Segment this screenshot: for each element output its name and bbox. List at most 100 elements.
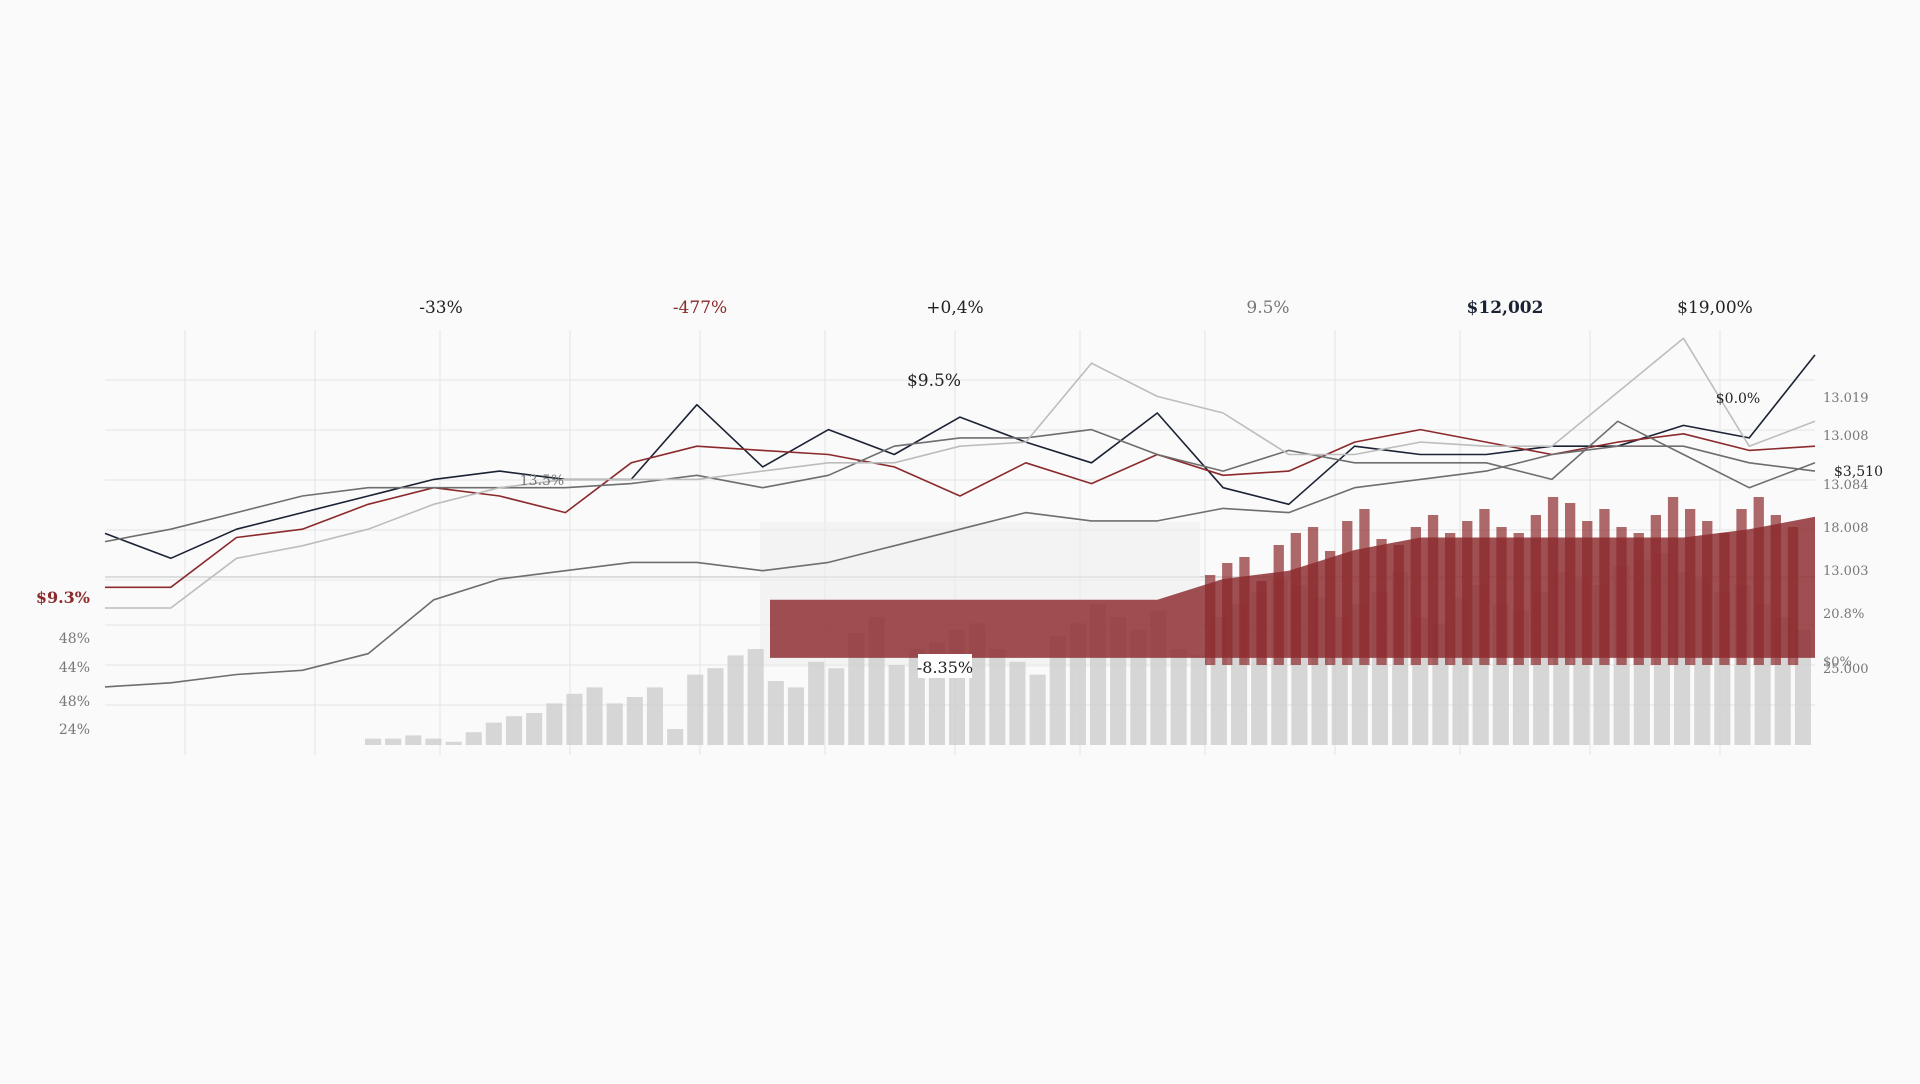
band-bar xyxy=(1736,509,1747,665)
histogram-bar xyxy=(1794,629,1811,745)
histogram-bar xyxy=(445,741,462,745)
text-layer: -33% -477% +0,4% 9.5% $12,002 $19,00% $9… xyxy=(36,298,1883,738)
band-bar xyxy=(1702,521,1713,665)
histogram-bar xyxy=(385,738,402,745)
annotation-label: -8.35% xyxy=(917,658,973,677)
y-tick-label-right: 20.8% xyxy=(1823,607,1864,622)
histogram-bar xyxy=(989,649,1006,745)
band-bar xyxy=(1273,545,1284,665)
band-bar xyxy=(1290,533,1301,665)
histogram-bar xyxy=(526,713,543,745)
histogram-bar xyxy=(667,729,684,745)
y-tick-label-left: 48% xyxy=(59,694,90,710)
band-bar xyxy=(1513,533,1524,665)
lines-layer xyxy=(104,337,1816,688)
band-bar xyxy=(1599,509,1610,665)
band-bar xyxy=(1239,557,1250,665)
band-bar xyxy=(1307,527,1319,665)
band-bar xyxy=(1770,515,1781,665)
histogram-bar xyxy=(465,732,482,745)
y-tick-label-right: $0% xyxy=(1823,655,1852,670)
top-label: 9.5% xyxy=(1246,298,1289,318)
band-bar xyxy=(1547,497,1559,665)
band-bar xyxy=(1616,527,1627,665)
histogram-bar xyxy=(747,649,764,745)
band-bar xyxy=(1582,521,1593,665)
band-bar xyxy=(1787,527,1799,665)
band-bar xyxy=(1376,539,1387,665)
histogram-bar xyxy=(1029,674,1046,745)
band-bar xyxy=(1650,515,1661,665)
histogram-bar xyxy=(485,722,502,745)
y-tick-label-right: 13.003 xyxy=(1823,564,1869,579)
histogram-bar xyxy=(506,716,523,745)
histogram-bar xyxy=(1170,649,1187,745)
annotation-label: $9.5% xyxy=(907,371,961,391)
top-label: -477% xyxy=(673,298,727,318)
top-label: $12,002 xyxy=(1467,298,1544,318)
y-tick-label-left: 44% xyxy=(59,660,90,676)
series-line xyxy=(105,428,1816,589)
band-layer xyxy=(770,497,1815,665)
band-bar xyxy=(1719,533,1730,665)
y-tick-label-right: 13.084 xyxy=(1823,478,1869,493)
band-bar xyxy=(1753,497,1764,665)
band-bar xyxy=(1256,581,1267,665)
y-tick-label-right: 18.008 xyxy=(1823,521,1869,536)
series-line xyxy=(104,354,1816,560)
band-bar xyxy=(1685,509,1696,665)
y-tick-label-left: $9.3% xyxy=(36,588,90,607)
histogram-bar xyxy=(566,693,583,745)
histogram-bar xyxy=(888,665,905,745)
band-bar xyxy=(1462,521,1473,665)
histogram-bar xyxy=(707,668,724,745)
annotation-badge xyxy=(918,654,972,678)
histogram-bar xyxy=(1049,636,1066,745)
band-bar xyxy=(1530,515,1541,665)
band-bar xyxy=(1359,509,1370,665)
histogram-bar xyxy=(787,687,804,745)
band-bar xyxy=(1633,533,1644,665)
annotation-label: 13.5% xyxy=(520,473,564,489)
band-bar xyxy=(1445,533,1456,665)
histogram-bar xyxy=(646,687,663,745)
histogram-bar xyxy=(365,738,382,745)
top-label: $19,00% xyxy=(1677,298,1753,318)
histogram-bar xyxy=(586,687,603,745)
y-tick-label-left: 24% xyxy=(59,722,90,738)
top-label: -33% xyxy=(419,298,463,318)
histogram-bar xyxy=(848,633,865,745)
band-bar xyxy=(1222,563,1233,665)
band-bar xyxy=(1427,515,1439,665)
series-line xyxy=(105,337,1816,609)
histogram-bar xyxy=(1009,661,1026,745)
band-bar xyxy=(1410,527,1421,665)
y-tick-label-right: $3,510 xyxy=(1834,464,1883,480)
histogram-bar xyxy=(405,735,422,745)
band-bar xyxy=(1479,509,1490,665)
top-label: +0,4% xyxy=(926,298,983,318)
histogram-bar xyxy=(425,738,442,745)
band-bar xyxy=(1667,497,1679,665)
series-line xyxy=(104,420,1816,543)
series-line xyxy=(104,445,1816,688)
y-tick-label-right: 13.019 xyxy=(1823,391,1869,406)
band-bar xyxy=(1565,503,1576,665)
band-bar xyxy=(1325,551,1336,665)
annotation-label: $0.0% xyxy=(1716,391,1760,407)
histogram-bar xyxy=(687,674,704,745)
histogram-bar xyxy=(626,697,643,745)
band-bar xyxy=(1205,575,1216,665)
histogram-bar xyxy=(828,668,845,745)
y-tick-label-left: 48% xyxy=(59,631,90,647)
y-tick-label-right: 25.000 xyxy=(1823,662,1869,677)
histogram-bar xyxy=(606,703,623,745)
histogram-bar xyxy=(808,661,825,745)
band-bar xyxy=(1342,521,1353,665)
histogram-bar xyxy=(1130,629,1147,745)
histogram-bar xyxy=(1190,655,1207,745)
histogram-bar xyxy=(546,703,563,745)
band-bar xyxy=(1496,527,1507,665)
